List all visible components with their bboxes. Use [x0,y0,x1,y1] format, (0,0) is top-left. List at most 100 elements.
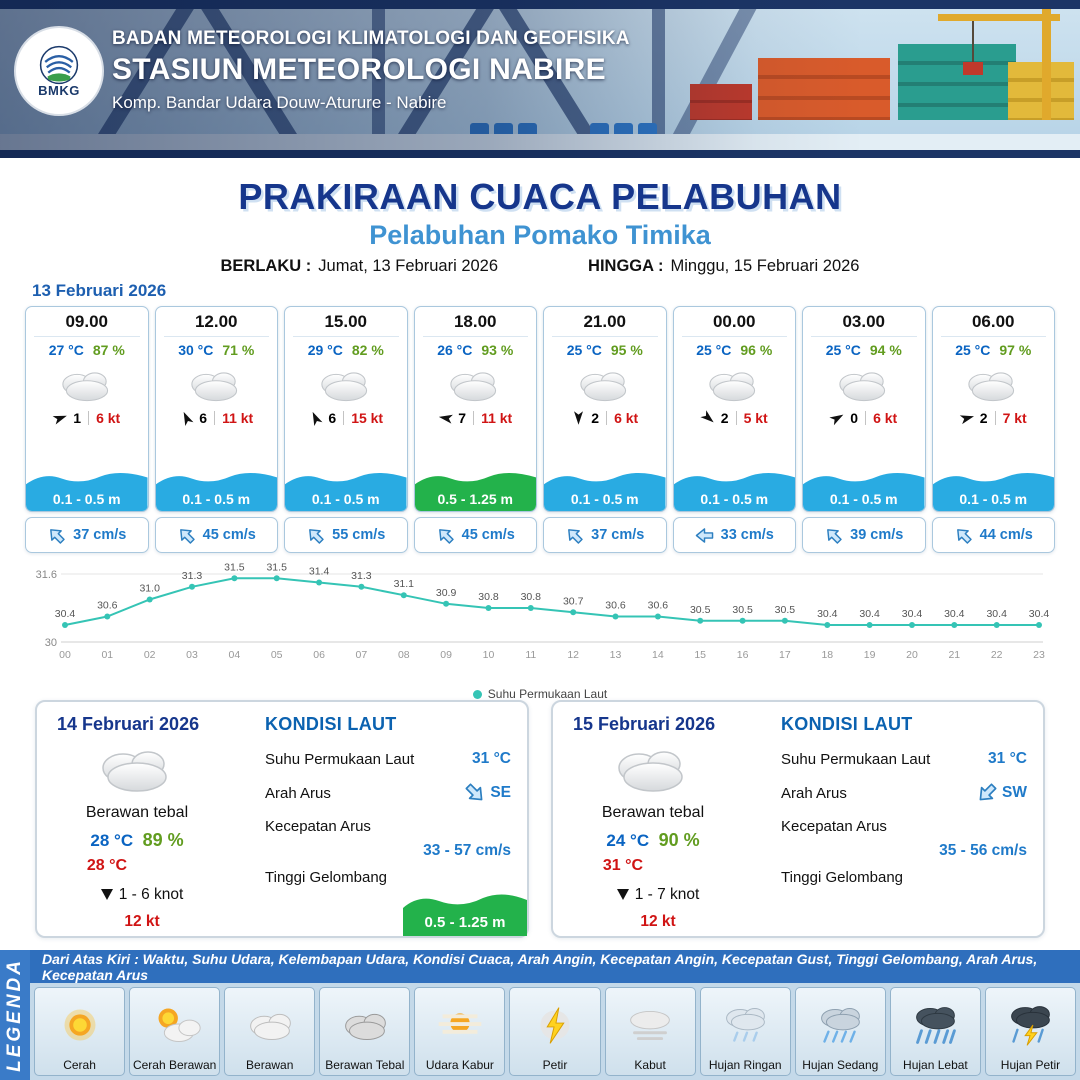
current-box: 55 cm/s [284,517,408,553]
separator [473,411,475,425]
svg-text:30.7: 30.7 [563,595,584,607]
humidity: 94 % [869,342,902,358]
svg-text:11: 11 [525,649,536,661]
forecast-date: 13 Februari 2026 [32,281,167,300]
forecast-card: 09.00 27 °C 87 % 1 6 kt 0.1 - 0.5 m 37 cm/s [25,306,149,553]
forecast-time: 21.00 [552,312,658,337]
sea-conditions-title: KONDISI LAUT [265,714,397,734]
current-box: 37 cm/s [25,517,149,553]
current-box: 39 cm/s [802,517,926,553]
agency-name: BADAN METEOROLOGI KLIMATOLOGI DAN GEOFIS… [112,28,630,49]
wind-speed: 6 kt [614,410,639,426]
svg-text:30.6: 30.6 [648,600,669,612]
legend-item-label: Hujan Lebat [903,1058,968,1072]
validity-line: BERLAKU : Jumat, 13 Februari 2026 HINGGA … [0,257,1080,276]
wind-speed: 6 kt [873,410,898,426]
wave-height-band: 0.1 - 0.5 m [932,467,1054,511]
svg-text:23: 23 [1033,649,1045,661]
legend-items-row: Cerah Cerah Berawan Berawan Berawan Tebal Ud… [30,983,1080,1080]
current-direction-row: Arah Arus SW [781,782,1027,804]
wave-height-value: 0.1 - 0.5 m [700,491,769,507]
legend-item-hujan-sedang: Hujan Sedang [794,987,886,1076]
svg-text:30.5: 30.5 [775,604,796,616]
weather-cloud-icon [828,363,900,407]
forecast-card-main: 15.00 29 °C 82 % 6 15 kt 0.1 - 0.5 m [284,306,408,512]
cloud-icon [85,738,189,800]
current-speed: 37 cm/s [73,527,127,543]
sst-chart-svg: 31.6 30 30.4 00 30.6 01 31.0 02 31.3 03 31.5 04 31.5… [25,552,1055,685]
svg-text:31.1: 31.1 [394,578,415,590]
wave-shape [403,894,527,936]
legend-item-cerah: Cerah [34,987,126,1076]
separator [343,411,345,425]
svg-text:30.8: 30.8 [521,591,542,603]
wave-height-band: 0.1 - 0.5 m [26,467,148,511]
wind-speed: 5 kt [743,410,768,426]
hujan-lebat-icon [892,991,979,1058]
wind-value: 1 [73,410,82,426]
forecast-time: 12.00 [163,312,269,337]
legend-item-label: Hujan Ringan [708,1058,782,1072]
air-temp: 25 °C [696,342,732,358]
wind-range: 1 - 6 knot [47,886,237,904]
svg-text:00: 00 [59,649,71,661]
forecast-card: 21.00 25 °C 95 % 2 6 kt 0.1 - 0.5 m 37 cm/s [543,306,667,553]
legend-item-berawan-tebal: Berawan Tebal [319,987,411,1076]
svg-text:31.0: 31.0 [139,583,160,595]
svg-text:08: 08 [398,649,410,661]
weather-description: Berawan tebal [601,804,705,821]
gust-speed: 12 kt [640,913,676,930]
humidity: 95 % [610,342,643,358]
humidity: 87 % [92,342,125,358]
svg-text:02: 02 [144,649,156,661]
current-direction-icon [820,522,847,549]
wind-row: 6 15 kt [285,410,407,427]
sst-row: Suhu Permukaan Laut 31 °C [781,750,1027,768]
legend-item-label: Berawan Tebal [325,1058,405,1072]
current-direction-icon [561,522,588,549]
header-banner: BMKG BADAN METEOROLOGI KLIMATOLOGI DAN G… [0,0,1080,158]
svg-text:16: 16 [737,649,749,661]
wind-value: 0 [850,410,859,426]
temp-humidity: 27 °C 87 % [26,342,148,358]
temp-max: 28 °C [86,857,128,874]
current-speed-value: 35 - 56 cm/s [939,842,1027,859]
forecast-time: 03.00 [811,312,917,337]
station-address: Komp. Bandar Udara Douw-Aturure - Nabire [112,93,447,112]
legend-item-udara-kabur: Udara Kabur [414,987,506,1076]
wind-direction-icon [828,409,847,427]
forecast-card-main: 06.00 25 °C 97 % 2 7 kt 0.1 - 0.5 m [931,306,1055,512]
weather-cloud-icon [569,363,641,407]
legend-item-label: Cerah Berawan [132,1058,217,1072]
berawan-tebal-icon [321,991,408,1058]
separator [865,411,867,425]
legend-item-label: Hujan Sedang [802,1058,879,1072]
current-box: 45 cm/s [413,517,537,553]
current-speed: 55 cm/s [332,527,386,543]
weather-cloud-icon [51,363,123,407]
weather-cloud-icon [439,363,511,407]
wave-height-band: 0.1 - 0.5 m [155,467,277,511]
wind-direction-icon [178,409,195,428]
air-temp: 30 °C [178,342,214,358]
air-temp: 25 °C [566,342,602,358]
wind-value: 2 [591,410,600,426]
humidity: 97 % [999,342,1032,358]
separator [214,411,216,425]
separator [735,411,737,425]
wind-row: 2 6 kt [544,410,666,426]
sea-conditions: KONDISI LAUT Suhu Permukaan Laut 31 °C Ar… [781,714,1027,926]
humidity: 71 % [222,342,255,358]
current-speed: 39 cm/s [850,527,904,543]
bmkg-logo-text: BMKG [38,83,80,98]
forecast-time: 06.00 [940,312,1046,337]
bmkg-logo: BMKG [14,26,104,116]
forecast-time: 00.00 [681,312,787,337]
wave-height-value: 0.1 - 0.5 m [829,491,898,507]
current-direction-icon [460,777,491,808]
wave-height-row: Tinggi Gelombang [781,869,904,886]
current-direction-icon [432,522,459,549]
page-subtitle: Pelabuhan Pomako Timika [369,220,711,250]
wind-row: 0 6 kt [803,410,925,426]
